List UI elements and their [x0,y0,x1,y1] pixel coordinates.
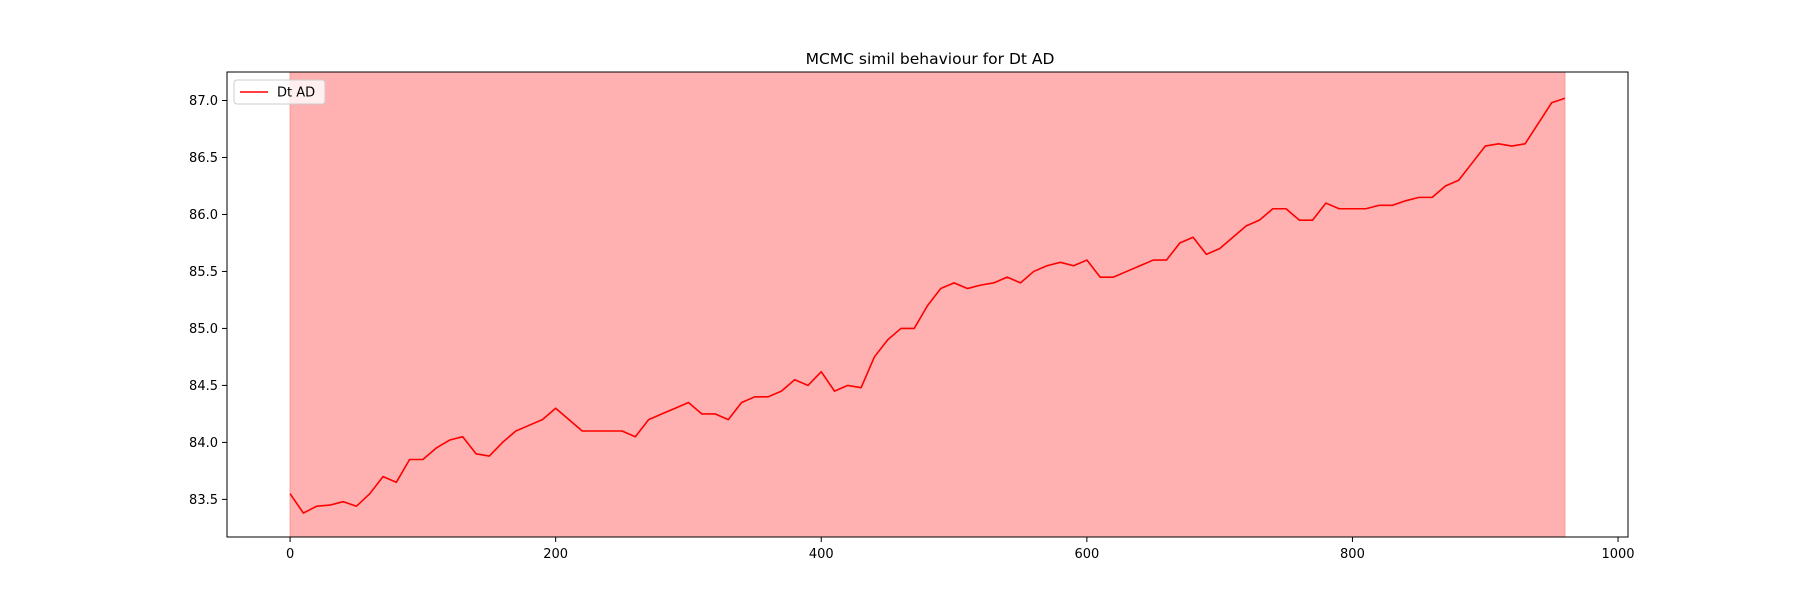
legend-label-dt-ad: Dt AD [277,86,315,101]
y-axis: 83.5 84.0 84.5 85.0 85.5 86.0 86.5 87.0 [189,94,227,508]
series-line-0 [289,97,1566,514]
x-tick-label: 1000 [1601,547,1634,562]
y-tick-label: 86.0 [189,208,218,223]
y-tick-label: 83.5 [189,493,218,508]
y-tick-label: 86.5 [189,151,218,166]
chart-title: MCMC simil behaviour for Dt AD [806,50,1055,68]
x-tick-label: 600 [1074,547,1099,562]
series-layer [289,97,1566,514]
x-axis: 0 200 400 600 800 1000 [286,537,1635,562]
plot-frame [226,71,1629,538]
x-tick-label: 0 [286,547,294,562]
x-tick-label: 800 [1340,547,1365,562]
y-tick-label: 84.5 [189,379,218,394]
y-tick-label: 84.0 [189,436,218,451]
y-tick-label: 85.5 [189,265,218,280]
y-tick-label: 85.0 [189,322,218,337]
legend: Dt AD [233,79,326,105]
x-tick-label: 400 [809,547,834,562]
legend-box [233,79,326,105]
y-tick-label: 87.0 [189,94,218,109]
x-tick-label: 200 [543,547,568,562]
